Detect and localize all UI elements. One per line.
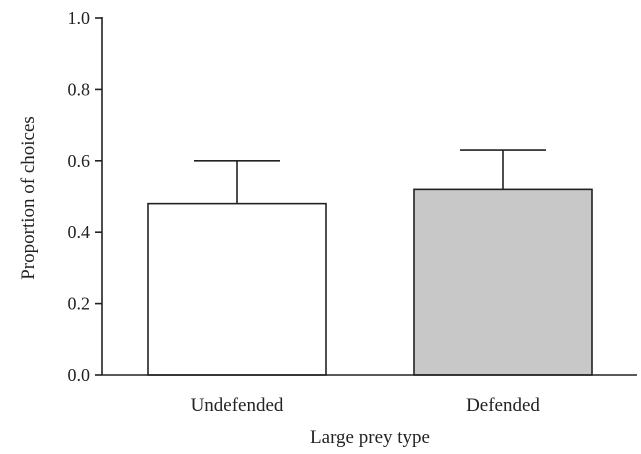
bars [147, 188, 593, 376]
y-tick-label: 0.4 [68, 222, 91, 242]
y-tick-label: 0.2 [68, 294, 91, 314]
y-tick-label: 0.6 [68, 151, 91, 171]
x-axis-tick-labels: Undefended Defended [191, 395, 541, 416]
y-tick-label: 0.0 [68, 365, 91, 385]
x-tick-label-defended: Defended [466, 395, 540, 416]
bar-undefended [147, 202, 327, 376]
bar-defended [413, 188, 593, 376]
x-axis-title: Large prey type [310, 427, 430, 448]
y-tick-label: 1.0 [68, 8, 91, 28]
y-axis-ticks: 0.0 0.2 0.4 0.6 0.8 1.0 [68, 8, 102, 385]
x-tick-label-undefended: Undefended [191, 395, 284, 416]
y-tick-label: 0.8 [68, 79, 91, 99]
error-bars [194, 149, 546, 204]
y-axis-title: Proportion of choices [18, 116, 39, 280]
